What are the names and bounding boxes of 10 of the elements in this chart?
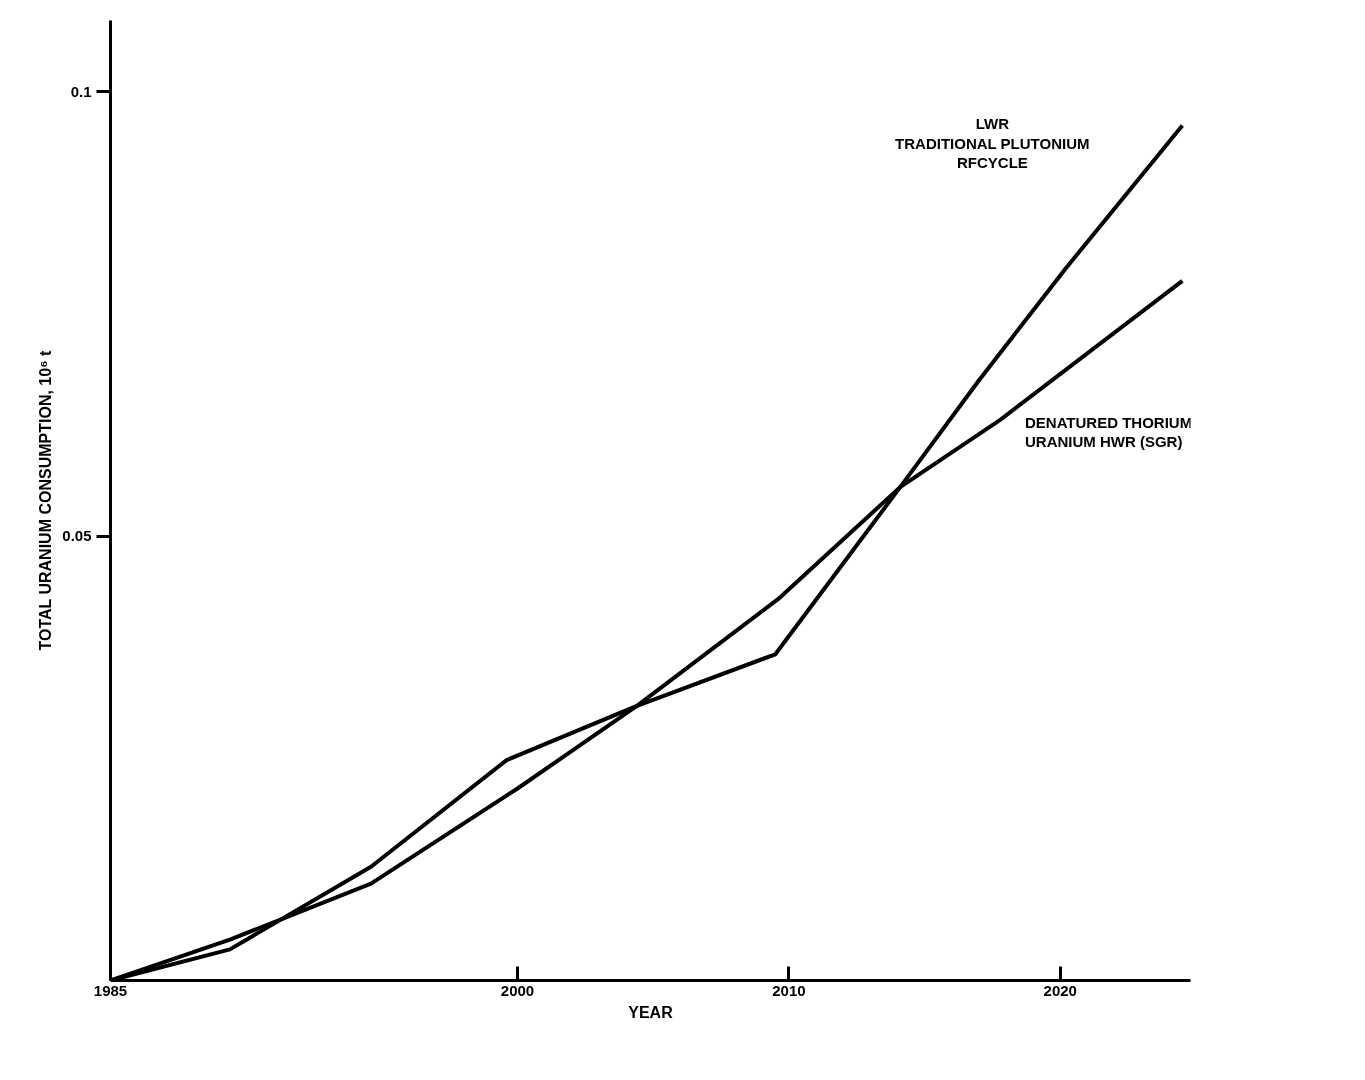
x-axis-title: YEAR [628, 1003, 674, 1021]
y-tick-label: 0.05 [62, 527, 92, 545]
x-tick-label: 1985 [93, 981, 128, 999]
y-tick-label: 0.1 [70, 82, 92, 100]
x-tick-label: 2010 [772, 981, 806, 999]
x-tick-label: 2000 [500, 981, 535, 999]
y-axis-title: TOTAL URANIUM CONSUMPTION, 10⁶ t [37, 350, 55, 651]
text: LWR TRADITIONAL PLUTONIUM RFCYCLE [895, 115, 1090, 172]
x-tick-label: 2020 [1043, 981, 1077, 999]
series-label: DENATURED THORIUM URANIUM HWR (SGR) [1024, 413, 1193, 451]
